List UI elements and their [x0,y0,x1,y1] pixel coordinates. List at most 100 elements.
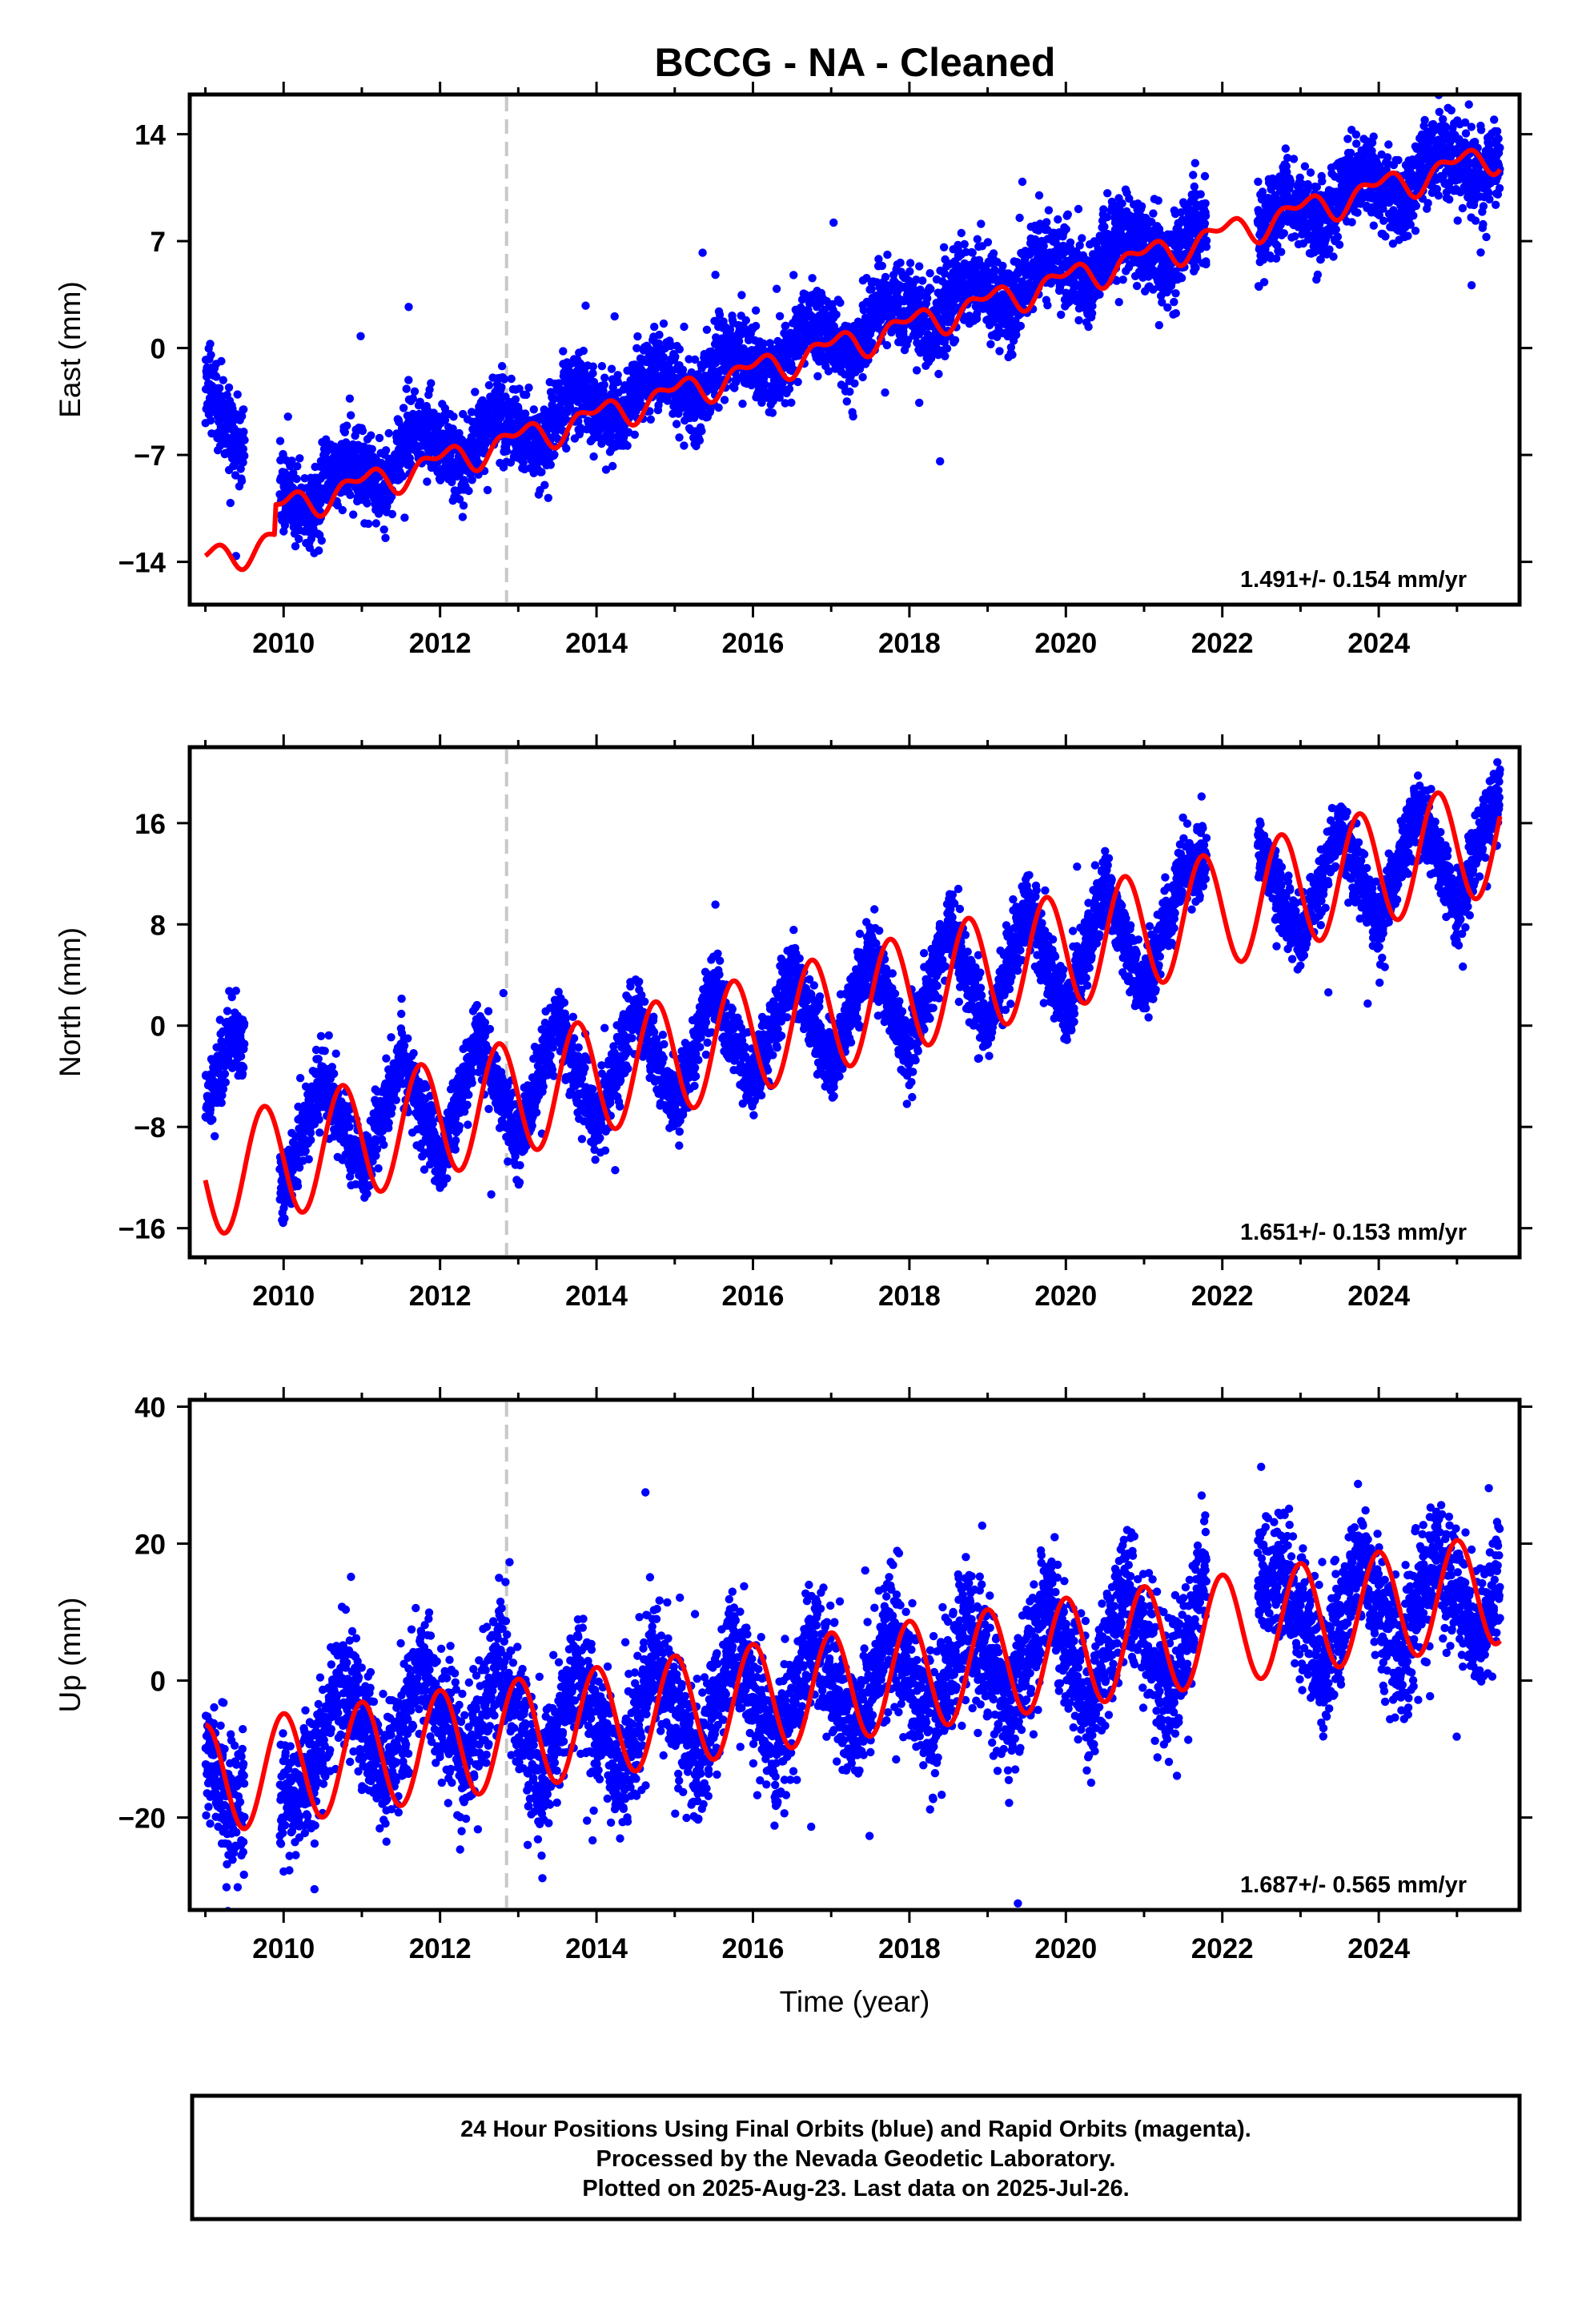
east-data-point [300,474,309,483]
east-data-point [655,330,664,340]
east-data-point [239,405,248,414]
east-data-point [1281,144,1291,153]
east-data-point [347,411,355,420]
east-data-point [1279,229,1289,238]
east-data-point [540,480,549,489]
east-data-point [1353,208,1362,217]
east-data-point [554,379,564,388]
east-data-point [280,468,289,477]
east-data-point [515,384,524,393]
east-data-point [896,258,905,267]
east-data-point [845,387,854,396]
panels: 2010 2012 2014 2016 2018 2020 2022 2024−14−7071… [54,82,1532,2018]
east-data-point [789,271,798,279]
east-data-point [720,396,729,404]
east-data-point [381,446,391,455]
east-data-point [905,259,915,267]
east-data-point [1008,350,1017,360]
east-data-point [224,383,234,392]
east-data-point [881,388,889,397]
east-data-point [1171,309,1181,318]
east-data-point [292,474,301,484]
east-data-point [363,519,373,529]
east-data-point [973,235,982,243]
east-data-point [926,284,935,294]
east-data-point [772,284,781,293]
east-data-point [511,395,520,404]
east-data-point [977,219,986,228]
east-data-points [201,94,1504,561]
east-data-point [1016,321,1026,331]
east-data-point [995,347,1004,356]
east-data-point [600,373,609,382]
east-data-point [1171,289,1180,298]
east-data-point [358,426,367,436]
east-data-point [1087,309,1097,318]
east-data-point [502,447,512,456]
east-data-point [589,452,598,461]
east-data-point [633,332,642,341]
east-data-point [588,362,597,371]
east-data-point [785,384,794,393]
east-data-point [315,546,323,555]
east-data-point [607,364,616,373]
east-data-point [338,505,347,515]
east-data-point [287,456,296,465]
east-data-point [345,394,355,403]
east-data-point [295,454,304,463]
east-data-point [1313,270,1323,279]
east-data-point [546,460,555,469]
east-data-point [1084,322,1093,332]
east-data-point [1132,281,1142,291]
east-data-point [1196,190,1205,199]
east-data-point [458,513,468,521]
east-data-point [226,498,235,508]
east-data-point [1095,290,1104,299]
panel-east: 2010 2012 2014 2016 2018 2020 2022 2024−14−7071… [54,82,1532,659]
east-data-point [883,250,892,259]
east-data-point [367,444,376,453]
east-data-point [939,243,949,251]
east-data-point [215,384,224,392]
east-data-point [398,472,408,481]
east-data-point [384,428,393,438]
east-data-point [497,362,507,371]
east-data-point [367,431,375,440]
east-data-point [544,493,552,502]
east-data-point [1103,189,1112,198]
east-data-point [239,458,247,467]
east-data-point [968,248,977,257]
east-data-point [1369,132,1378,141]
east-data-point [537,468,546,476]
east-data-point [1331,225,1341,234]
east-data-point [1343,135,1352,143]
east-data-point [471,388,480,396]
east-data-point [459,501,468,510]
east-data-point [1202,236,1211,245]
east-data-point [680,322,689,332]
east-data-point [849,412,857,421]
east-data-point [375,433,384,443]
east-data-point [1074,204,1083,214]
east-data-point [219,376,227,384]
east-data-point [1300,162,1310,171]
east-data-point [550,450,559,459]
east-data-point [207,351,215,360]
east-data-point [983,238,993,247]
chart-title: BCCG - NA - Cleaned [655,40,1056,85]
east-data-point [236,464,245,473]
east-data-point [836,298,845,308]
east-data-point [675,433,684,442]
east-data-point [1259,278,1269,287]
east-data-point [408,394,417,403]
east-data-point [239,444,247,453]
east-data-point [283,412,292,421]
east-data-point [507,374,516,384]
east-data-point [751,321,761,331]
east-data-point [957,228,966,238]
east-data-point [1329,252,1338,261]
east-data-point [697,427,706,436]
east-data-point [842,397,852,406]
east-data-point [1346,148,1355,158]
